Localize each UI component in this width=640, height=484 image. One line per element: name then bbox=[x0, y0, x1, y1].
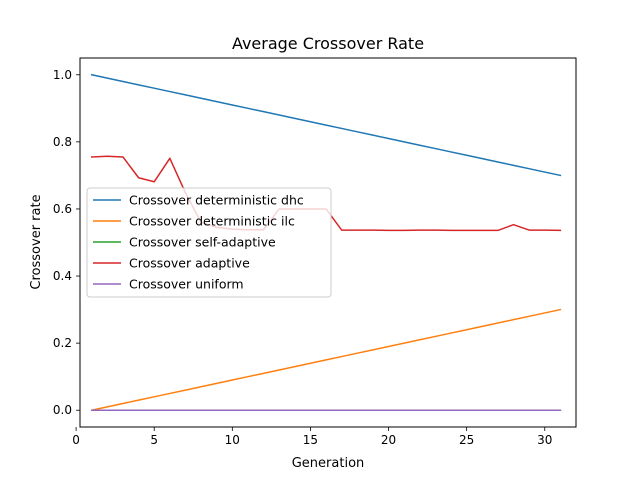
y-tick-label: 0.4 bbox=[53, 269, 72, 283]
x-tick-label: 15 bbox=[303, 433, 318, 447]
legend-label-0: Crossover deterministic dhc bbox=[129, 193, 304, 208]
series-line-0 bbox=[90, 73, 562, 177]
legend: Crossover deterministic dhc Crossover det… bbox=[86, 187, 332, 298]
x-tick-label: 25 bbox=[459, 433, 474, 447]
y-axis-label: Crossover rate bbox=[29, 194, 44, 289]
legend-label-3: Crossover adaptive bbox=[129, 256, 250, 271]
x-axis-ticks: 0 5 10 15 20 25 30 bbox=[72, 427, 552, 447]
y-tick-label: 0.2 bbox=[53, 336, 72, 350]
legend-label-4: Crossover uniform bbox=[129, 277, 244, 292]
series-line-1 bbox=[90, 308, 562, 412]
x-tick-label: 20 bbox=[381, 433, 396, 447]
legend-box bbox=[86, 187, 332, 298]
y-tick-label: 0.6 bbox=[53, 202, 72, 216]
x-tick-label: 30 bbox=[537, 433, 552, 447]
y-tick-label: 0.8 bbox=[53, 135, 72, 149]
chart-title: Average Crossover Rate bbox=[232, 34, 424, 53]
y-axis-ticks: 0.0 0.2 0.4 0.6 0.8 1.0 bbox=[53, 68, 80, 417]
legend-label-1: Crossover deterministic ilc bbox=[129, 214, 295, 229]
x-tick-label: 5 bbox=[150, 433, 158, 447]
axes-frame bbox=[79, 57, 577, 428]
legend-label-2: Crossover self-adaptive bbox=[129, 235, 276, 250]
y-tick-label: 1.0 bbox=[53, 68, 72, 82]
x-tick-label: 10 bbox=[225, 433, 240, 447]
x-tick-label: 0 bbox=[72, 433, 80, 447]
x-axis-label: Generation bbox=[292, 456, 365, 471]
y-tick-label: 0.0 bbox=[53, 403, 72, 417]
